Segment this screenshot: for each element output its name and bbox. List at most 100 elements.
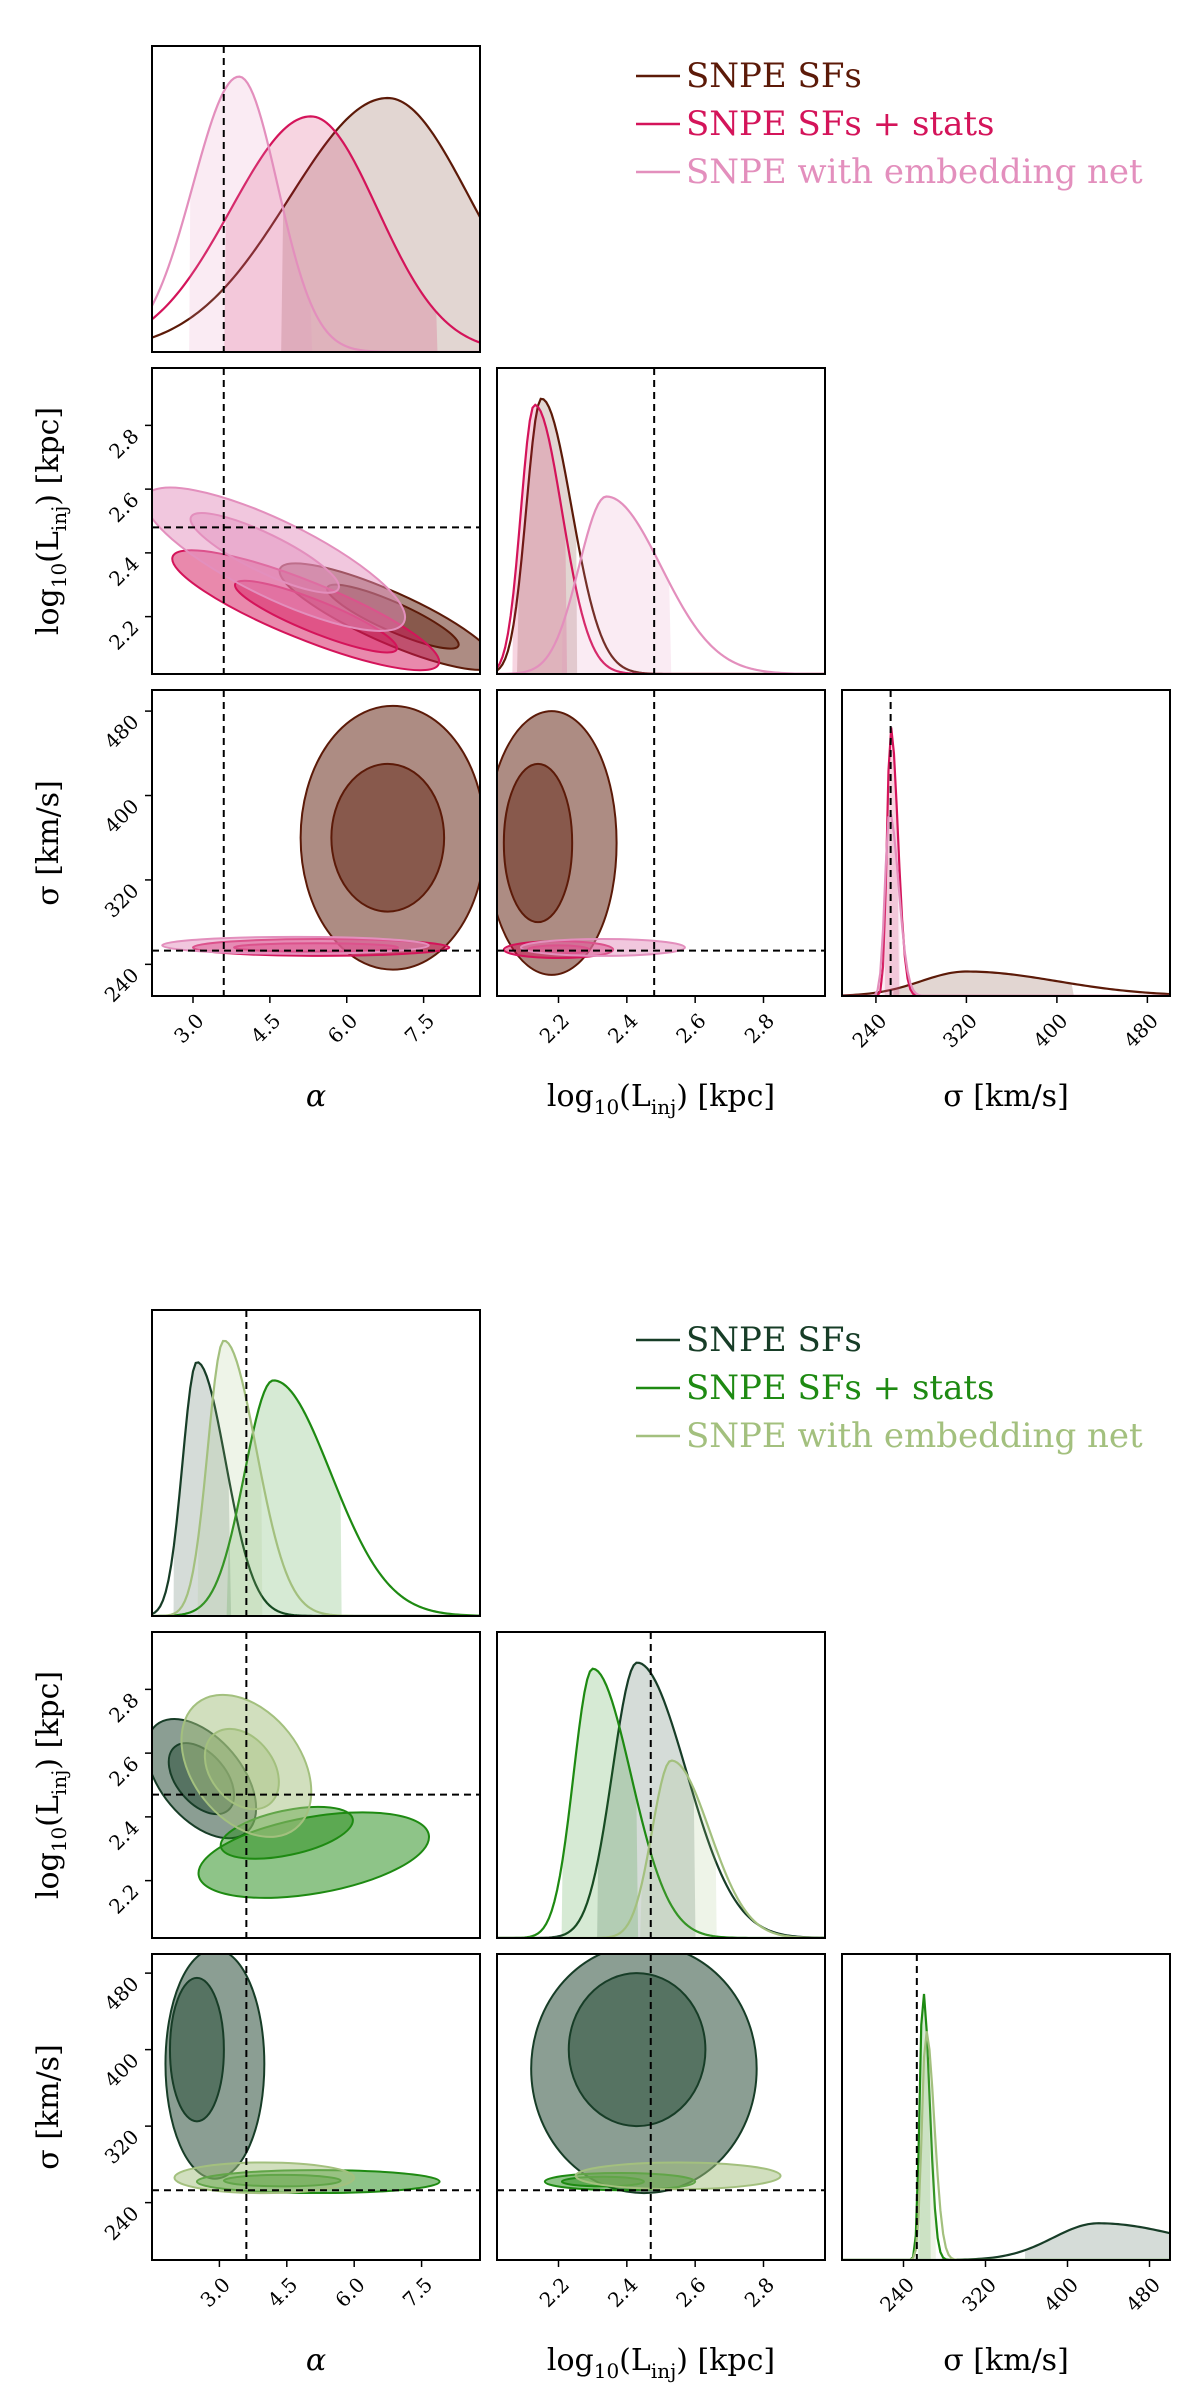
contour-0-level-1: [502, 762, 574, 924]
contour-0-level-0: [497, 710, 618, 976]
marginal-band-2: [189, 76, 313, 352]
panel-frame: [151, 1631, 481, 1939]
marginal-alpha: [152, 75, 480, 352]
label-part: (L: [31, 1795, 66, 1827]
y-tick-label: 240: [100, 2201, 144, 2245]
y-tick-label: 320: [100, 878, 144, 922]
y-tick-label: 2.8: [104, 1688, 143, 1727]
label-part: log: [547, 2343, 594, 2378]
x-tick-label: 400: [1039, 2273, 1083, 2317]
marginal-band-2: [561, 496, 672, 674]
contour-2-level-0: [519, 938, 686, 957]
x-axis-label-alpha: α: [306, 2343, 326, 2378]
y-tick-label: 2.2: [104, 615, 143, 654]
x-tick-label: 2.8: [740, 1009, 779, 1048]
panel-frame: [151, 1309, 481, 1617]
x-axis-label-sigma: σ [km/s]: [943, 2343, 1069, 2378]
x-tick-label: 2.4: [603, 1009, 642, 1048]
corner-plot-bottom: 3.0 4.5 6.0 7.5 2.2 2.4 2.6 2.8 240 320 400 480 2.2 2…: [31, 1309, 1171, 2383]
label-sub: inj: [47, 506, 71, 531]
x-tick-label: 4.5: [263, 2273, 302, 2312]
marginal-line-0: [152, 96, 480, 339]
y-tick-label: 480: [100, 1972, 144, 2016]
x-tick-label: 240: [847, 1009, 891, 1053]
contour-0-level-1: [168, 1976, 225, 2123]
marginal-line-1: [152, 1379, 480, 1616]
marginal-line-1: [842, 727, 1170, 996]
x-tick-label: 7.5: [398, 2273, 437, 2312]
legend-label: SNPE with embedding net: [686, 152, 1143, 192]
y-tick-label: 480: [100, 710, 144, 754]
panel-frame: [496, 1631, 826, 1939]
contour-0-level-1: [567, 1972, 707, 2128]
x-tick-label: 2.2: [535, 2273, 574, 2312]
marginal-line-2: [842, 813, 1170, 996]
marginal-line-2: [497, 1759, 825, 1938]
label-sub: inj: [651, 2359, 676, 2383]
contour-2-level-0: [574, 2161, 782, 2191]
contour-2-level-0: [161, 935, 430, 955]
label-sub: 10: [47, 563, 71, 588]
x-axis-label-alpha: α: [306, 1079, 326, 1114]
x-tick-label: 2.2: [535, 1009, 574, 1048]
legend-label: SNPE SFs: [686, 56, 862, 96]
x-axis-label-logL: log10(Linj) [kpc]: [547, 2343, 775, 2383]
label-part: ) [kpc]: [31, 1671, 66, 1770]
label-part: log: [547, 1079, 594, 1114]
y-tick-label: 320: [100, 2125, 144, 2169]
contour-layer: [152, 486, 480, 672]
marginal-line-2: [152, 1339, 480, 1616]
marginal-band-0: [1024, 2223, 1170, 2260]
contour-layer: [161, 704, 480, 971]
label-part: ) [kpc]: [31, 407, 66, 506]
corner-plot-top: 3.0 4.5 6.0 7.5 2.2 2.4 2.6 2.8 240 320 400 480 2.2 2…: [31, 45, 1171, 1119]
marginal-sigma: [842, 727, 1170, 996]
x-tick-label: 2.8: [740, 2273, 779, 2312]
marginal-line-2: [497, 495, 825, 674]
y-tick-label: 2.2: [104, 1879, 143, 1918]
x-tick-label: 400: [1028, 1009, 1072, 1053]
x-axis-label-logL: log10(Linj) [kpc]: [547, 1079, 775, 1119]
panel-frame: [496, 1953, 826, 2261]
contour-2-level-0: [152, 486, 407, 632]
marginal-band-0: [173, 1362, 232, 1616]
y-tick-label: 2.6: [104, 488, 143, 527]
y-tick-label: 2.6: [104, 1752, 143, 1791]
label-part: ) [kpc]: [676, 2343, 775, 2378]
marginal-sigma: [842, 1993, 1170, 2260]
contour-layer: [497, 710, 686, 976]
marginal-band-0: [516, 398, 578, 674]
panel-frame: [841, 1953, 1171, 2261]
x-tick-label: 480: [1121, 2273, 1165, 2317]
marginal-line-0: [842, 970, 1170, 996]
label-part: (L: [31, 531, 66, 563]
y-tick-label: 400: [100, 794, 144, 838]
label-sub: 10: [47, 1827, 71, 1852]
legend-label: SNPE SFs + stats: [686, 104, 994, 144]
x-tick-label: 3.0: [169, 1009, 208, 1048]
panel-frame: [151, 689, 481, 997]
x-tick-label: 6.0: [323, 1009, 362, 1048]
y-axis-label-logL: log10(Linj) [kpc]: [31, 407, 71, 635]
x-axis-label-sigma: σ [km/s]: [943, 1079, 1069, 1114]
y-axis-label-sigma: σ [km/s]: [31, 2044, 66, 2170]
marginal-band-1: [512, 404, 568, 674]
contour-0-level-0: [530, 1954, 758, 2195]
panel-frame: [841, 689, 1171, 997]
label-part: (L: [619, 2343, 651, 2378]
y-tick-label: 2.4: [104, 551, 143, 590]
x-tick-label: 6.0: [330, 2273, 369, 2312]
y-axis-label-sigma: σ [km/s]: [31, 780, 66, 906]
x-tick-label: 480: [1119, 1009, 1163, 1053]
x-tick-label: 320: [938, 1009, 982, 1053]
x-tick-label: 3.0: [195, 2273, 234, 2312]
x-tick-label: 4.5: [246, 1009, 285, 1048]
label-part: log: [31, 588, 66, 635]
label-part: (L: [619, 1079, 651, 1114]
x-tick-label: 2.6: [671, 2273, 710, 2312]
contour-layer: [530, 1954, 782, 2195]
contour-layer: [152, 1693, 430, 1899]
contour-0-level-0: [299, 704, 480, 971]
marginal-band-0: [597, 1662, 696, 1938]
